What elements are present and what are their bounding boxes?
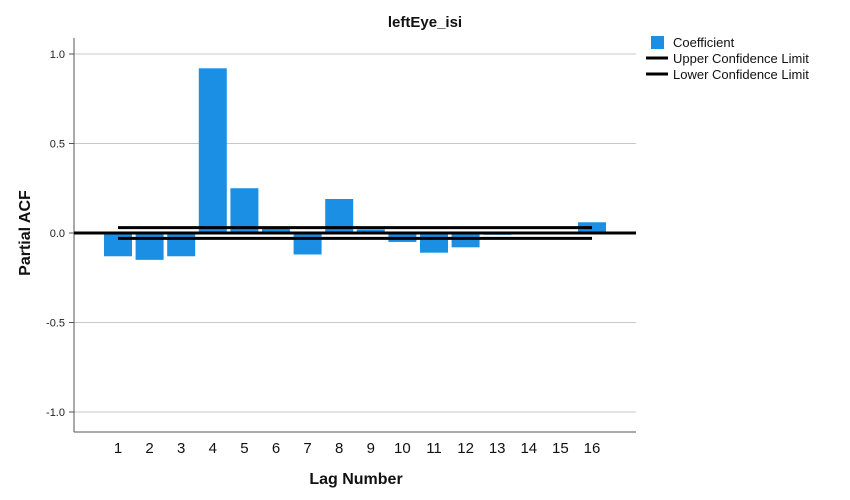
y-tick-label-2: 0.0 (50, 228, 65, 240)
y-tick-label-3: -0.5 (46, 318, 65, 330)
x-tick-labels: 1 2 3 4 5 6 7 8 9 10 11 12 13 14 15 16 (114, 440, 601, 457)
y-tick-label-4: -1.0 (46, 407, 65, 419)
y-tick-label-1: 0.5 (50, 139, 65, 151)
confidence-limits (118, 226, 592, 240)
y-tick-labels: 1.0 0.5 0.0 -0.5 -1.0 (46, 49, 74, 419)
bar-lag-5 (230, 188, 259, 233)
x-tick-label-8: 8 (335, 440, 343, 457)
x-tick-label-13: 13 (489, 440, 506, 457)
bar-lag-11 (420, 233, 448, 253)
bar-lag-7 (293, 233, 322, 255)
bar-lag-3 (167, 233, 196, 257)
legend-label-lower-limit: Lower Confidence Limit (673, 67, 809, 82)
x-tick-label-12: 12 (457, 440, 474, 457)
x-tick-label-7: 7 (303, 440, 311, 457)
x-tick-label-5: 5 (240, 440, 248, 457)
x-tick-label-3: 3 (177, 440, 185, 457)
legend-label-upper-limit: Upper Confidence Limit (673, 51, 809, 66)
x-tick-label-2: 2 (145, 440, 153, 457)
bar-lag-4 (198, 68, 227, 233)
bar-lag-1 (104, 233, 132, 257)
axes (73, 38, 636, 433)
x-tick-label-6: 6 (272, 440, 280, 457)
x-tick-label-10: 10 (394, 440, 411, 457)
legend-label-coefficient: Coefficient (673, 35, 735, 50)
gridlines (74, 53, 636, 413)
legend: Coefficient Upper Confidence Limit Lower… (646, 35, 809, 82)
y-axis-title: Partial ACF (17, 190, 34, 276)
bar-lag-6 (262, 227, 290, 233)
coefficient-bars (104, 68, 606, 260)
x-tick-label-14: 14 (520, 440, 537, 457)
x-tick-label-4: 4 (209, 440, 217, 457)
x-tick-label-16: 16 (584, 440, 601, 457)
bar-lag-12 (451, 233, 480, 248)
x-tick-label-15: 15 (552, 440, 569, 457)
x-axis-title: Lag Number (309, 471, 402, 488)
bar-lag-9 (356, 229, 385, 233)
legend-swatch-coefficient (651, 36, 664, 49)
x-tick-label-11: 11 (426, 440, 442, 457)
chart-title: leftEye_isi (388, 14, 462, 31)
x-tick-label-1: 1 (114, 440, 122, 457)
x-tick-label-9: 9 (367, 440, 375, 457)
y-tick-label-0: 1.0 (50, 49, 65, 61)
